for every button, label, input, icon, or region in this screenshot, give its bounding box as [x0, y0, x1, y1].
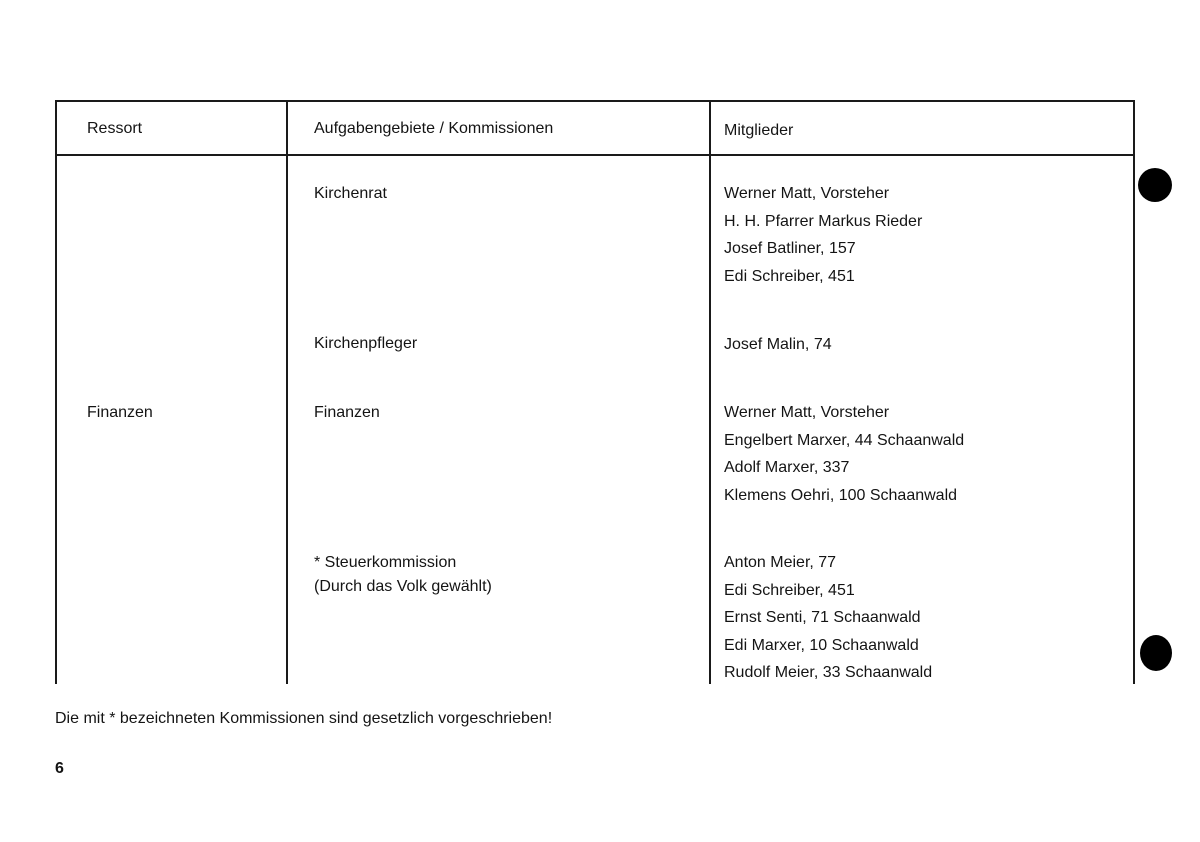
- ressort-cell: Finanzen: [87, 404, 153, 421]
- header-bottom-border: [55, 154, 1135, 156]
- member: H. H. Pfarrer Markus Rieder: [724, 212, 923, 230]
- task-finanzen: Finanzen: [314, 404, 380, 421]
- column-divider-1: [286, 100, 288, 684]
- member: Ernst Senti, 71 Schaanwald: [724, 609, 921, 626]
- punch-hole-top: [1138, 168, 1172, 202]
- header-mitglieder: Mitglieder: [724, 122, 794, 139]
- member: Josef Batliner, 157: [724, 240, 856, 257]
- member: Klemens Oehri, 100 Schaanwald: [724, 486, 958, 504]
- header-aufgabengebiete: Aufgabengebiete / Kommissionen: [314, 120, 554, 137]
- task-steuerkommission-note: (Durch das Volk gewählt): [314, 578, 492, 595]
- punch-hole-bottom: [1140, 635, 1172, 671]
- member: Edi Schreiber, 451: [724, 267, 855, 285]
- member: Anton Meier, 77: [724, 554, 837, 571]
- member: Rudolf Meier, 33 Schaanwald: [724, 664, 933, 681]
- members-kirchenpfleger: Josef Malin, 74: [724, 331, 832, 359]
- member: Werner Matt, Vorsteher: [724, 404, 890, 421]
- footnote: Die mit * bezeichneten Kommissionen sind…: [55, 710, 553, 727]
- members-steuerkommission: Anton Meier, 77 Edi Schreiber, 451 Ernst…: [724, 549, 932, 687]
- member: Josef Malin, 74: [724, 336, 832, 353]
- table-top-border: [55, 100, 1135, 102]
- page-number: 6: [55, 760, 64, 777]
- table-right-border: [1133, 100, 1135, 684]
- members-finanzen: Werner Matt, Vorsteher Engelbert Marxer,…: [724, 399, 964, 509]
- task-kirchenrat: Kirchenrat: [314, 185, 387, 202]
- members-kirchenrat: Werner Matt, Vorsteher H. H. Pfarrer Mar…: [724, 180, 922, 290]
- table-left-border: [55, 100, 57, 684]
- header-ressort: Ressort: [87, 120, 143, 137]
- member: Engelbert Marxer, 44 Schaanwald: [724, 431, 965, 449]
- task-kirchenpfleger: Kirchenpfleger: [314, 335, 418, 352]
- member: Edi Schreiber, 451: [724, 581, 855, 599]
- column-divider-2: [709, 100, 711, 684]
- member: Adolf Marxer, 337: [724, 459, 850, 476]
- task-steuerkommission: * Steuerkommission: [314, 554, 457, 571]
- member: Werner Matt, Vorsteher: [724, 185, 890, 202]
- member: Edi Marxer, 10 Schaanwald: [724, 636, 919, 654]
